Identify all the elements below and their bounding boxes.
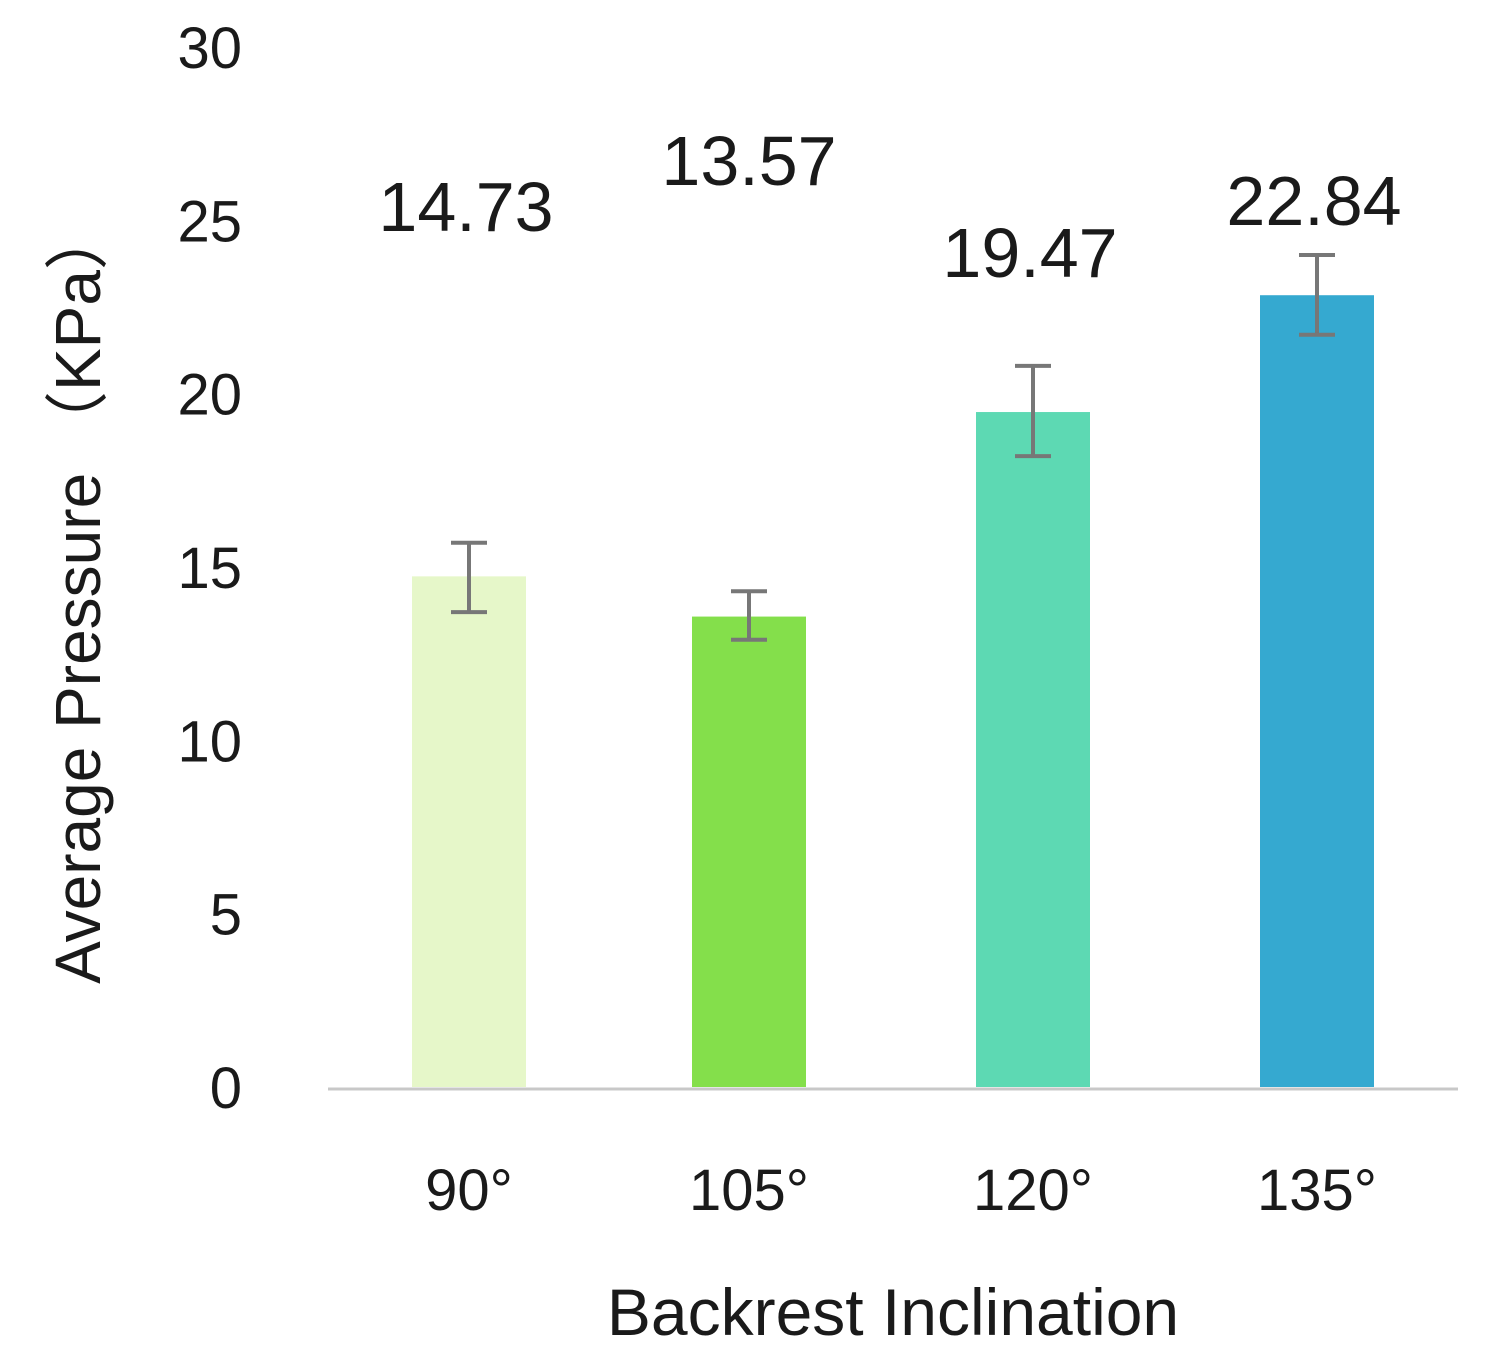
x-tick-label: 105° xyxy=(689,1158,809,1223)
data-label: 19.47 xyxy=(942,214,1117,292)
bars xyxy=(412,295,1374,1087)
x-tick-label: 120° xyxy=(973,1158,1093,1223)
error-bar xyxy=(451,540,487,615)
data-label: 13.57 xyxy=(661,122,836,200)
error-bar xyxy=(1299,253,1335,337)
bar xyxy=(412,576,526,1087)
y-tick-label: 5 xyxy=(210,883,242,948)
error-bar xyxy=(731,589,767,642)
y-tick-label: 15 xyxy=(177,536,242,601)
y-axis-ticks: 0 5 10 15 20 25 30 xyxy=(177,16,242,1121)
x-tick-label: 90° xyxy=(425,1158,513,1223)
data-label: 22.84 xyxy=(1226,162,1401,240)
y-tick-label: 10 xyxy=(177,709,242,774)
x-axis-title: Backrest Inclination xyxy=(607,1275,1179,1349)
error-bar xyxy=(1015,363,1051,459)
bar xyxy=(976,412,1090,1087)
data-label: 14.73 xyxy=(378,168,553,246)
data-labels: 14.73 13.57 19.47 22.84 xyxy=(378,122,1401,292)
x-tick-label: 135° xyxy=(1257,1158,1377,1223)
y-tick-label: 30 xyxy=(177,16,242,81)
y-tick-label: 20 xyxy=(177,363,242,428)
error-bars xyxy=(451,253,1335,642)
bar xyxy=(692,616,806,1087)
y-tick-label: 25 xyxy=(177,189,242,254)
y-tick-label: 0 xyxy=(210,1056,242,1121)
bar xyxy=(1260,295,1374,1087)
y-axis-title: Average Pressure （KPa） xyxy=(42,206,114,984)
x-axis-labels: 90° 105° 120° 135° xyxy=(425,1158,1377,1223)
